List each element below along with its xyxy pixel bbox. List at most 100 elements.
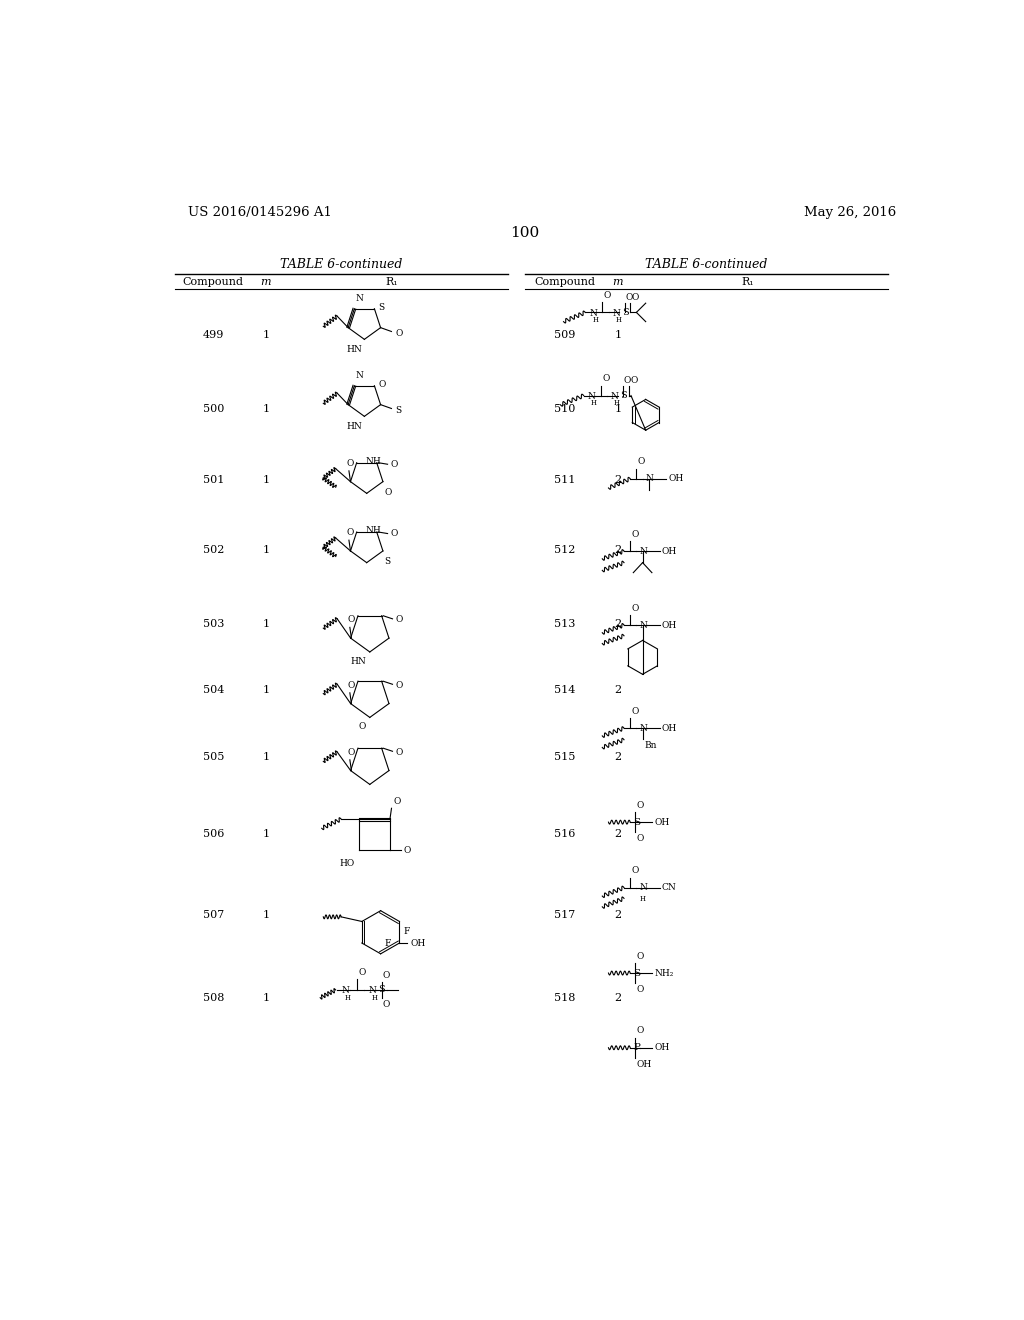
Text: O: O: [604, 292, 611, 300]
Text: H: H: [614, 400, 620, 408]
Text: 506: 506: [203, 829, 224, 840]
Text: S: S: [621, 391, 627, 400]
Text: 503: 503: [203, 619, 224, 630]
Text: 517: 517: [554, 911, 575, 920]
Text: m: m: [261, 277, 271, 288]
Text: H: H: [615, 317, 622, 325]
Text: 1: 1: [614, 404, 622, 413]
Text: N: N: [611, 392, 618, 401]
Text: O: O: [636, 801, 644, 810]
Text: O: O: [347, 459, 354, 467]
Text: 2: 2: [614, 911, 622, 920]
Text: O: O: [636, 1027, 644, 1035]
Text: 518: 518: [554, 993, 575, 1003]
Text: H: H: [592, 317, 598, 325]
Text: CN: CN: [662, 883, 677, 892]
Text: 511: 511: [554, 475, 575, 486]
Text: S: S: [384, 557, 390, 566]
Text: TABLE 6-continued: TABLE 6-continued: [645, 259, 767, 271]
Text: O: O: [638, 458, 645, 466]
Text: NH₂: NH₂: [654, 969, 674, 978]
Text: OH: OH: [662, 723, 677, 733]
Text: O: O: [632, 293, 639, 302]
Text: 2: 2: [614, 619, 622, 630]
Text: O: O: [348, 615, 355, 624]
Text: 2: 2: [614, 993, 622, 1003]
Text: O: O: [348, 747, 355, 756]
Text: R₁: R₁: [741, 277, 755, 288]
Text: 2: 2: [614, 475, 622, 486]
Text: S: S: [378, 986, 385, 994]
Text: N: N: [640, 546, 647, 556]
Text: O: O: [358, 722, 366, 731]
Text: N: N: [588, 392, 595, 401]
Text: 1: 1: [614, 330, 622, 341]
Text: OH: OH: [411, 939, 426, 948]
Text: O: O: [391, 459, 398, 469]
Text: Compound: Compound: [182, 277, 244, 288]
Text: O: O: [395, 615, 403, 624]
Text: O: O: [636, 985, 644, 994]
Text: 513: 513: [554, 619, 575, 630]
Text: O: O: [348, 681, 355, 690]
Text: 1: 1: [262, 993, 269, 1003]
Text: P: P: [633, 1043, 640, 1052]
Text: OH: OH: [662, 546, 677, 556]
Text: Compound: Compound: [535, 277, 596, 288]
Text: N: N: [589, 309, 597, 318]
Text: F: F: [403, 927, 410, 936]
Text: 2: 2: [614, 829, 622, 840]
Text: 507: 507: [203, 911, 224, 920]
Text: 508: 508: [203, 993, 224, 1003]
Text: O: O: [347, 528, 354, 537]
Text: 1: 1: [262, 404, 269, 413]
Text: HN: HN: [346, 345, 362, 354]
Text: H: H: [640, 895, 645, 903]
Text: 1: 1: [262, 685, 269, 694]
Text: O: O: [626, 293, 633, 302]
Text: OH: OH: [669, 474, 683, 483]
Text: N: N: [356, 293, 364, 302]
Text: HN: HN: [350, 656, 366, 665]
Text: OH: OH: [662, 620, 677, 630]
Text: 505: 505: [203, 752, 224, 763]
Text: 1: 1: [262, 752, 269, 763]
Text: O: O: [383, 972, 390, 979]
Text: Bn: Bn: [644, 742, 656, 750]
Text: 1: 1: [262, 330, 269, 341]
Text: N: N: [342, 986, 350, 995]
Text: O: O: [630, 376, 638, 385]
Text: H: H: [345, 994, 351, 1002]
Text: O: O: [358, 968, 366, 977]
Text: 516: 516: [554, 829, 575, 840]
Text: O: O: [403, 846, 411, 855]
Text: NH: NH: [366, 457, 382, 466]
Text: 501: 501: [203, 475, 224, 486]
Text: 2: 2: [614, 752, 622, 763]
Text: 509: 509: [554, 330, 575, 341]
Text: O: O: [384, 488, 392, 496]
Text: O: O: [632, 708, 639, 715]
Text: 1: 1: [262, 545, 269, 554]
Text: O: O: [632, 529, 639, 539]
Text: 100: 100: [510, 226, 540, 240]
Text: O: O: [395, 329, 402, 338]
Text: TABLE 6-continued: TABLE 6-continued: [280, 259, 402, 271]
Text: O: O: [395, 747, 403, 756]
Text: US 2016/0145296 A1: US 2016/0145296 A1: [188, 206, 333, 219]
Text: S: S: [622, 308, 629, 317]
Text: N: N: [356, 371, 364, 380]
Text: m: m: [612, 277, 623, 288]
Text: O: O: [393, 797, 400, 807]
Text: 2: 2: [614, 545, 622, 554]
Text: 504: 504: [203, 685, 224, 694]
Text: O: O: [391, 529, 398, 539]
Text: S: S: [378, 302, 384, 312]
Text: 514: 514: [554, 685, 575, 694]
Text: 512: 512: [554, 545, 575, 554]
Text: F: F: [385, 940, 391, 949]
Text: O: O: [395, 681, 403, 689]
Text: O: O: [383, 1001, 390, 1008]
Text: N: N: [640, 620, 647, 630]
Text: H: H: [372, 994, 378, 1002]
